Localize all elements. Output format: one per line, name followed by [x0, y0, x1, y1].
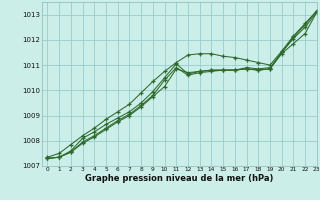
- X-axis label: Graphe pression niveau de la mer (hPa): Graphe pression niveau de la mer (hPa): [85, 174, 273, 183]
